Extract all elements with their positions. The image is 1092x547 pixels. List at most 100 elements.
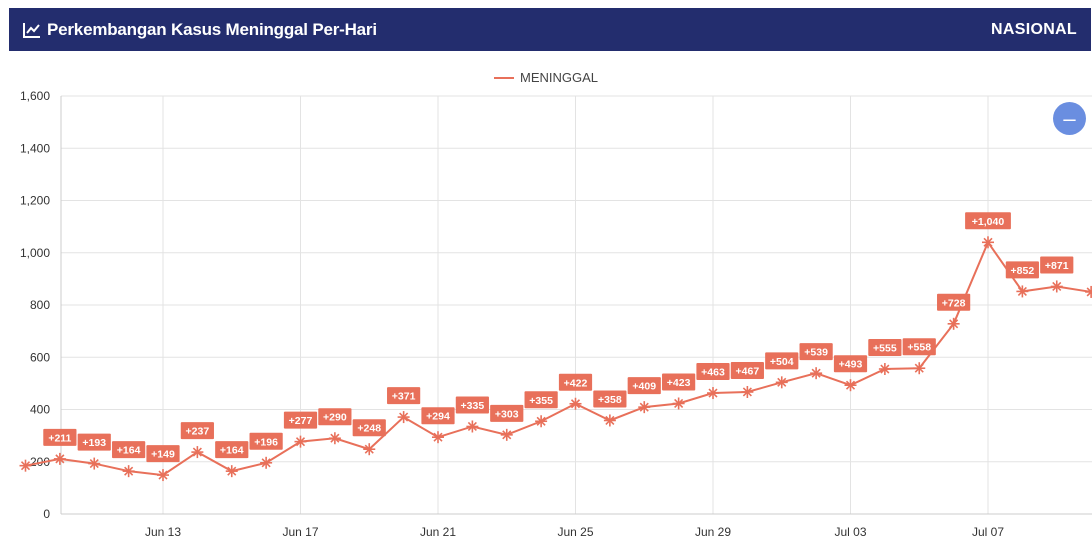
x-tick-label: Jun 13 — [145, 525, 181, 539]
data-point[interactable] — [225, 465, 238, 478]
chart-area: 0 200 400 600 800 1,000 1,200 1,400 1,600 Jun 13 J… — [0, 60, 1092, 547]
data-label-box — [662, 373, 696, 391]
data-point[interactable] — [260, 456, 273, 469]
data-point[interactable] — [844, 379, 857, 392]
data-point[interactable] — [19, 459, 32, 472]
y-tick-label: 400 — [30, 403, 50, 417]
data-point[interactable] — [775, 376, 788, 389]
data-point[interactable] — [535, 415, 548, 428]
data-label: +355 — [529, 395, 553, 407]
data-point[interactable] — [122, 465, 135, 478]
minus-icon: – — [1063, 105, 1076, 131]
data-label: +335 — [461, 400, 485, 412]
data-label-box — [421, 407, 455, 425]
data-point[interactable] — [191, 446, 204, 459]
data-point[interactable] — [569, 397, 582, 410]
data-label-box — [965, 212, 1011, 230]
data-label-box — [696, 363, 730, 381]
y-tick-label: 1,400 — [20, 141, 50, 155]
data-point[interactable] — [603, 414, 616, 427]
data-label-box — [455, 396, 489, 414]
data-label-box — [112, 441, 146, 459]
data-label-box — [43, 428, 77, 446]
data-label: +467 — [736, 365, 760, 377]
data-label: +193 — [82, 437, 106, 449]
data-point[interactable] — [1085, 285, 1092, 298]
x-tick-label: Jun 29 — [695, 525, 731, 539]
data-point[interactable] — [672, 397, 685, 410]
data-point[interactable] — [947, 317, 960, 330]
data-point[interactable] — [363, 443, 376, 456]
data-point[interactable] — [913, 362, 926, 375]
data-label: +852 — [1011, 265, 1035, 277]
region-label: NASIONAL — [991, 20, 1077, 38]
data-point[interactable] — [466, 420, 479, 433]
data-label: +871 — [1045, 260, 1069, 272]
data-label-box — [180, 422, 214, 440]
data-label: +237 — [186, 426, 210, 438]
data-point[interactable] — [294, 435, 307, 448]
data-label-box — [937, 293, 971, 311]
data-label-box — [490, 404, 524, 422]
data-point[interactable] — [432, 431, 444, 444]
data-label-box — [318, 408, 352, 426]
data-label: +463 — [701, 367, 725, 379]
data-label: +493 — [839, 359, 863, 371]
data-label: +504 — [770, 356, 794, 368]
data-label-box — [765, 352, 799, 370]
data-point[interactable] — [741, 385, 754, 398]
data-point[interactable] — [638, 401, 651, 414]
series-line — [25, 240, 1092, 477]
data-label: +248 — [357, 423, 381, 435]
data-label: +558 — [907, 342, 931, 354]
data-label-box — [387, 387, 421, 405]
data-point[interactable] — [1016, 285, 1029, 298]
data-point[interactable] — [157, 469, 169, 482]
y-tick-label: 800 — [30, 298, 50, 312]
y-tick-label: 1,200 — [20, 194, 50, 208]
data-label-box — [215, 441, 249, 459]
data-label: +164 — [117, 445, 141, 457]
y-tick-label: 1,000 — [20, 246, 50, 260]
x-tick-label: Jun 25 — [557, 525, 593, 539]
data-label-box — [868, 339, 902, 357]
data-label: +211 — [48, 432, 71, 444]
data-label-box — [524, 391, 558, 409]
data-label-box — [593, 390, 627, 408]
data-point[interactable] — [810, 367, 823, 380]
data-point[interactable] — [88, 457, 101, 470]
x-tick-label: Jun 21 — [420, 525, 456, 539]
data-label: +422 — [564, 377, 588, 389]
line-chart-icon — [23, 22, 41, 38]
data-point[interactable] — [500, 428, 513, 441]
y-tick-label: 200 — [30, 455, 50, 469]
y-tick-label: 1,600 — [20, 89, 50, 103]
data-label-box — [799, 343, 833, 361]
data-label-box — [77, 433, 111, 451]
data-point[interactable] — [878, 363, 891, 376]
data-point[interactable] — [982, 236, 994, 249]
data-label: +358 — [598, 394, 622, 406]
data-label-box — [627, 377, 661, 395]
data-point[interactable] — [397, 411, 410, 424]
data-label-box — [902, 338, 936, 356]
data-label: +290 — [323, 412, 347, 424]
data-label-box — [283, 411, 318, 429]
data-label: +371 — [392, 391, 416, 403]
data-point[interactable] — [53, 452, 66, 465]
data-label-box — [249, 432, 283, 450]
data-label: +149 — [151, 449, 175, 461]
data-label: +539 — [804, 347, 828, 359]
x-tick-label: Jul 03 — [834, 525, 866, 539]
legend-label[interactable]: MENINGGAL — [520, 70, 598, 85]
data-label: +294 — [426, 411, 450, 423]
data-label: +196 — [254, 436, 278, 448]
data-point[interactable] — [707, 387, 719, 400]
zoom-out-button[interactable]: – — [1053, 102, 1086, 135]
data-point[interactable] — [328, 432, 341, 445]
y-tick-label: 0 — [43, 507, 50, 521]
chart-header: Perkembangan Kasus Meninggal Per-Hari NA… — [9, 8, 1091, 51]
data-label-box — [1040, 256, 1074, 274]
data-label-box — [833, 355, 868, 373]
data-point[interactable] — [1050, 280, 1063, 293]
